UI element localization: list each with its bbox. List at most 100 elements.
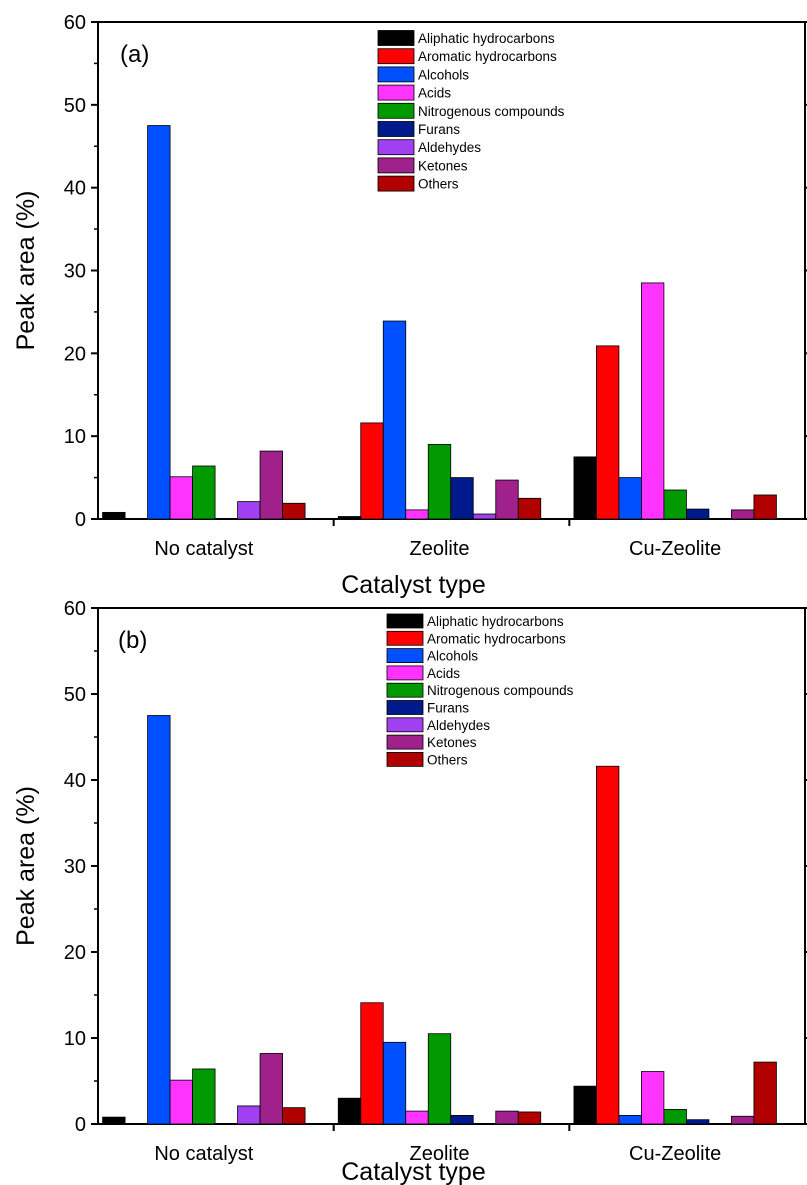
y-tick-label: 60	[64, 598, 86, 620]
legend-label: Nitrogenous compounds	[418, 104, 565, 119]
legend-swatch	[377, 30, 415, 46]
legend-label: Aldehydes	[418, 140, 481, 155]
y-tick-label: 50	[64, 684, 86, 706]
bar-aromatic-hydrocarbons	[360, 422, 384, 520]
bar-alcohols	[147, 715, 171, 1125]
y-tick-label: 10	[64, 1028, 86, 1050]
y-axis-title: Peak area (%)	[12, 191, 40, 351]
bar-acids	[169, 476, 193, 520]
legend-swatch	[386, 717, 424, 733]
legend-label: Ketones	[418, 158, 468, 173]
panel-label: (b)	[118, 627, 147, 654]
bar-ketones	[495, 1110, 519, 1125]
y-axis-title: Peak area (%)	[12, 786, 40, 946]
y-tick-label: 30	[64, 261, 86, 283]
bar-aliphatic-hydrocarbons	[337, 1097, 362, 1125]
y-tick-label: 30	[64, 856, 86, 878]
legend-swatch	[386, 665, 424, 681]
bar-others	[517, 497, 542, 520]
bar-aliphatic-hydrocarbons	[573, 456, 597, 520]
legend-label: Acids	[418, 86, 451, 101]
legend-label: Aromatic hydrocarbons	[427, 631, 566, 646]
bar-others	[282, 1107, 306, 1125]
bar-aliphatic-hydrocarbons	[573, 1085, 597, 1125]
legend-swatch	[386, 613, 424, 629]
bar-furans	[450, 477, 474, 520]
chart-a-svg: 0 10 20 30 40 50 60 No catalyst Zeolite Cu-Zeolit…	[12, 12, 807, 599]
bar-aldehydes	[472, 513, 497, 520]
legend-swatch	[386, 751, 424, 767]
plot-frame	[97, 21, 806, 520]
y-tick-label: 50	[64, 95, 86, 117]
bar-others	[753, 1061, 777, 1125]
legend-label: Furans	[418, 122, 460, 137]
bar-others	[282, 502, 306, 520]
bar-acids	[169, 1079, 193, 1125]
y-tick-label: 0	[75, 509, 86, 531]
bar-nitrogenous-compounds	[192, 465, 216, 520]
bar-aldehydes	[237, 501, 261, 520]
legend-swatch	[386, 648, 424, 663]
legend-label: Aldehydes	[427, 718, 490, 733]
bar-nitrogenous-compounds	[192, 1068, 216, 1125]
bar-furans	[686, 1119, 710, 1125]
bar-ketones	[731, 1115, 755, 1125]
legend-label: Furans	[427, 701, 469, 716]
bar-aromatic-hydrocarbons	[360, 1002, 384, 1125]
legend-label: Others	[418, 177, 459, 192]
legend-swatch	[377, 48, 415, 65]
bar-others	[517, 1111, 542, 1125]
legend-label: Aliphatic hydrocarbons	[418, 31, 555, 46]
legend-swatch	[377, 139, 415, 156]
legend-label: Ketones	[427, 735, 477, 750]
bar-alcohols	[382, 320, 407, 520]
bar-aliphatic-hydrocarbons	[102, 511, 126, 520]
y-tick-label: 20	[64, 343, 86, 365]
panel-label: (a)	[120, 41, 149, 68]
x-tick-label: No catalyst	[154, 1143, 253, 1165]
legend: Aliphatic hydrocarbons Aromatic hydrocarb…	[377, 30, 565, 192]
bar-acids	[405, 509, 429, 520]
x-axis-title: Catalyst type	[341, 1158, 486, 1185]
legend-swatch	[386, 734, 424, 750]
y-tick-label: 10	[64, 426, 86, 448]
legend-swatch	[386, 700, 424, 715]
x-tick-label: No catalyst	[154, 538, 253, 560]
bar-furans	[686, 508, 710, 520]
legend-label: Alcohols	[427, 649, 478, 664]
legend-label: Alcohols	[418, 67, 469, 82]
legend-swatch	[377, 175, 415, 192]
bar-ketones	[259, 450, 283, 520]
x-tick-label: Cu-Zeolite	[629, 538, 721, 560]
legend-label: Aromatic hydrocarbons	[418, 49, 557, 64]
legend-swatch	[377, 121, 415, 137]
x-tick-label: Zeolite	[409, 538, 469, 560]
bar-nitrogenous-compounds	[427, 444, 452, 520]
bar-acids	[641, 282, 665, 520]
bar-nitrogenous-compounds	[427, 1033, 452, 1125]
bar-alcohols	[147, 125, 171, 520]
bar-aldehydes	[237, 1105, 261, 1125]
legend-label: Nitrogenous compounds	[427, 683, 574, 698]
legend-swatch	[386, 630, 424, 646]
bar-ketones	[259, 1053, 283, 1125]
y-tick-label: 60	[64, 12, 86, 34]
x-tick-label: Cu-Zeolite	[629, 1143, 721, 1165]
bar-nitrogenous-compounds	[663, 1108, 687, 1125]
bar-alcohols	[618, 1115, 642, 1125]
y-tick-label: 0	[75, 1114, 86, 1136]
legend-label: Aliphatic hydrocarbons	[427, 614, 564, 629]
legend-label: Acids	[427, 666, 460, 681]
bar-ketones	[731, 509, 755, 520]
legend-label: Others	[427, 752, 468, 767]
bar-alcohols	[618, 477, 642, 520]
chart-b-svg: 0 10 20 30 40 50 60 No catalyst Zeolite Cu-Zeolit…	[12, 598, 807, 1185]
bar-others	[753, 494, 777, 520]
bar-ketones	[495, 479, 519, 520]
legend-swatch	[377, 102, 415, 119]
bar-aliphatic-hydrocarbons	[337, 516, 362, 520]
bar-aliphatic-hydrocarbons	[102, 1116, 126, 1125]
legend-swatch	[377, 66, 415, 83]
legend: Aliphatic hydrocarbons Aromatic hydrocarb…	[386, 613, 574, 767]
y-tick-label: 40	[64, 178, 86, 200]
